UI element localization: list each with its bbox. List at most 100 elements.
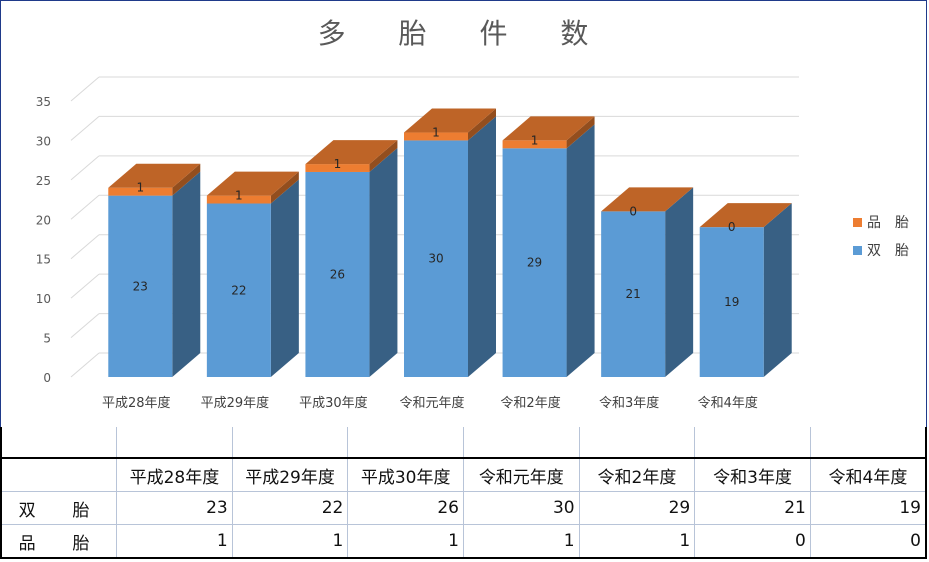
bar-side — [566, 116, 595, 149]
bar — [404, 140, 468, 377]
bar-side — [665, 187, 694, 377]
column-header: 令和元年度 — [463, 457, 580, 492]
column-header: 令和2年度 — [578, 457, 696, 492]
y-tick-label: 35 — [36, 95, 51, 109]
bar — [206, 195, 271, 204]
bar — [305, 164, 370, 172]
bar-top — [699, 203, 792, 228]
legend-label: 品 胎 — [867, 215, 909, 231]
table-row: 双 胎 23 22 26 30 29 21 19 — [0, 491, 927, 525]
table-spacer-row — [0, 427, 927, 459]
y-tick-label: 15 — [36, 253, 51, 267]
column-header: 令和4年度 — [809, 457, 927, 492]
bar-side — [270, 171, 299, 204]
table-cell: 0 — [809, 524, 927, 559]
gridline-depth — [70, 76, 100, 102]
bar-top — [108, 163, 201, 188]
bar — [502, 140, 567, 149]
x-tick-label: 平成29年度 — [201, 395, 270, 411]
bar — [108, 187, 173, 196]
row-label: 品 胎 — [0, 524, 118, 559]
chart-title: 多 胎 件 数 — [318, 17, 611, 50]
bar — [502, 148, 567, 377]
table-cell: 1 — [578, 524, 696, 559]
bar-top — [601, 187, 694, 212]
table-cell: 1 — [463, 524, 580, 559]
x-tick-label: 令和2年度 — [500, 395, 560, 411]
y-tick-label: 20 — [36, 213, 51, 227]
bar-top — [305, 140, 398, 165]
bar-side — [172, 163, 201, 196]
data-label: 1 — [334, 157, 342, 171]
y-tick-label: 0 — [43, 371, 51, 385]
y-tick-label: 30 — [36, 134, 51, 148]
table-cell: 21 — [694, 491, 811, 525]
x-tick-label: 令和4年度 — [698, 395, 758, 411]
spacer-cell — [0, 427, 118, 459]
data-label: 22 — [231, 283, 246, 297]
bar — [206, 203, 271, 377]
gridline-depth — [70, 194, 100, 220]
gridline-depth — [70, 273, 100, 299]
data-label: 1 — [235, 189, 243, 203]
bar-top — [206, 171, 299, 196]
table-corner-cell — [0, 457, 118, 492]
table-cell: 1 — [231, 524, 349, 559]
spacer-cell — [809, 427, 927, 459]
table-header-row: 平成28年度 平成29年度 平成30年度 令和元年度 令和2年度 令和3年度 令… — [0, 457, 927, 492]
bar-side — [369, 140, 398, 172]
data-label: 30 — [428, 252, 443, 266]
gridline-depth — [70, 155, 100, 181]
column-header: 令和3年度 — [694, 457, 811, 492]
table-cell: 0 — [694, 524, 811, 559]
x-tick-label: 令和3年度 — [599, 395, 659, 411]
bar-side — [369, 147, 398, 377]
table-cell: 22 — [231, 491, 349, 525]
gridline-depth — [70, 234, 100, 260]
column-header: 平成29年度 — [231, 457, 349, 492]
bar — [601, 211, 666, 377]
spacer-cell — [694, 427, 811, 459]
data-label: 1 — [531, 133, 539, 147]
data-label: 19 — [724, 295, 739, 309]
y-tick-label: 10 — [36, 292, 51, 306]
spacer-cell — [116, 427, 233, 459]
data-label: 1 — [136, 181, 144, 195]
bar — [699, 227, 764, 377]
table-cell: 29 — [578, 491, 696, 525]
table-cell: 30 — [463, 491, 580, 525]
stacked-bar-chart: 多 胎 件 数05101520253035231平成28年度221平成29年度2… — [36, 17, 909, 411]
bar-side — [270, 179, 299, 377]
gridline-depth — [70, 313, 100, 338]
legend-label: 双 胎 — [867, 243, 909, 259]
bar — [305, 171, 370, 377]
bar-top — [502, 116, 595, 141]
x-tick-label: 平成28年度 — [102, 395, 171, 411]
bar-side — [172, 171, 201, 377]
data-label: 0 — [728, 220, 736, 234]
bar-side — [468, 116, 496, 377]
bar-side — [566, 124, 595, 377]
spacer-cell — [231, 427, 349, 459]
data-label: 29 — [527, 256, 542, 270]
row-label: 双 胎 — [0, 491, 118, 525]
table-cell: 19 — [809, 491, 927, 525]
y-tick-label: 25 — [36, 174, 51, 188]
data-table: 平成28年度 平成29年度 平成30年度 令和元年度 令和2年度 令和3年度 令… — [0, 427, 927, 559]
legend-swatch — [853, 218, 862, 227]
x-tick-label: 平成30年度 — [299, 395, 368, 411]
table-cell: 26 — [347, 491, 464, 525]
bar — [404, 132, 468, 141]
data-label: 21 — [626, 287, 641, 301]
x-tick-label: 令和元年度 — [399, 395, 464, 411]
spacer-cell — [578, 427, 696, 459]
column-header: 平成30年度 — [347, 457, 464, 492]
table-cell: 23 — [116, 491, 233, 525]
table-row: 品 胎 1 1 1 1 1 0 0 — [0, 524, 927, 559]
data-label: 23 — [133, 279, 148, 293]
column-header: 平成28年度 — [116, 457, 233, 492]
spacer-cell — [347, 427, 464, 459]
spacer-cell — [463, 427, 580, 459]
chart-area: 多 胎 件 数 0 5 10 15 20 25 30 35 23 1 平成28年度 22 1 平成29年度 2… — [0, 0, 927, 427]
data-label: 0 — [629, 204, 637, 218]
